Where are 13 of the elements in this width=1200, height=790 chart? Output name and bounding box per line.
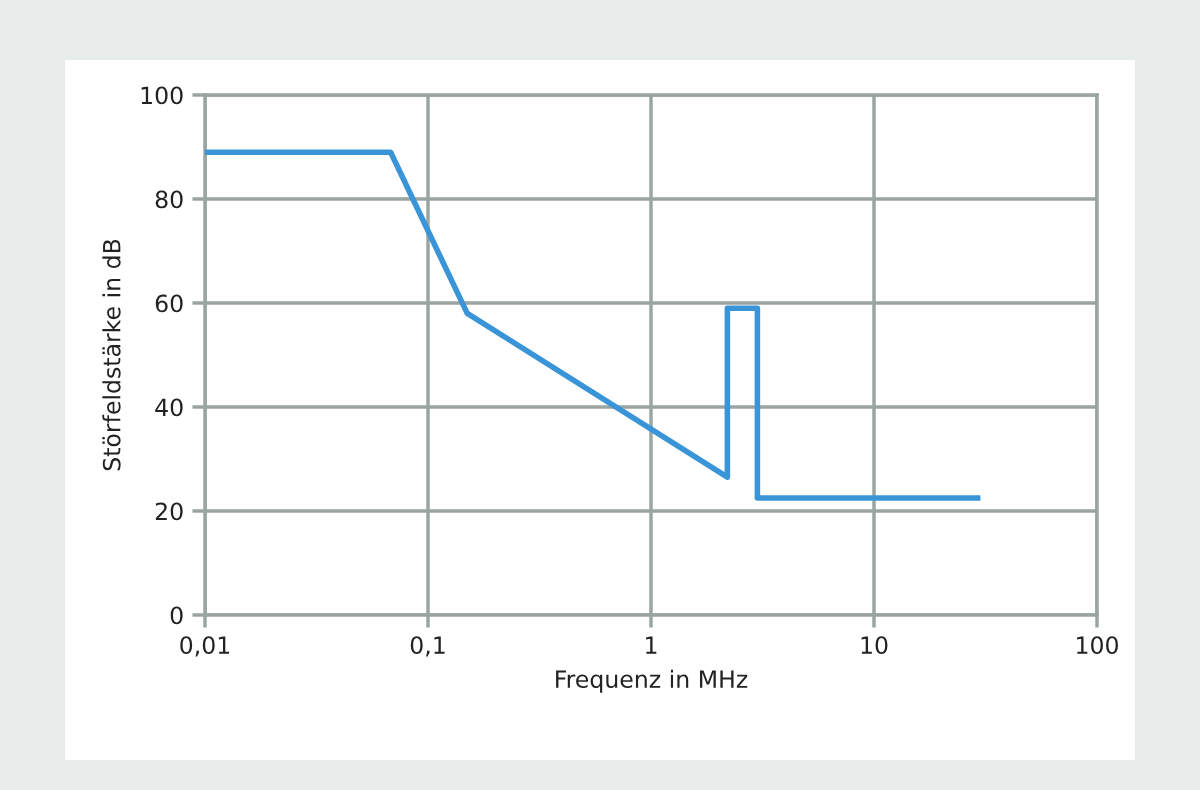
y-tick-label: 0 bbox=[170, 606, 183, 625]
x-axis-title: Frequenz in MHz bbox=[556, 669, 748, 693]
y-tick-label: 80 bbox=[155, 190, 183, 209]
x-tick-label: 1 bbox=[646, 636, 657, 654]
x-tick-label: 10 bbox=[861, 636, 888, 655]
y-tick-label: 20 bbox=[155, 502, 183, 521]
y-tick-label: 60 bbox=[155, 294, 183, 313]
y-axis-title: Störfeldstärke in dB bbox=[102, 239, 121, 471]
x-tick-label: 0,1 bbox=[410, 636, 445, 657]
x-tick-label: 100 bbox=[1077, 636, 1118, 655]
x-tick-label: 0,01 bbox=[180, 636, 230, 657]
y-tick-label: 40 bbox=[155, 398, 183, 417]
y-tick-label: 100 bbox=[141, 86, 183, 105]
